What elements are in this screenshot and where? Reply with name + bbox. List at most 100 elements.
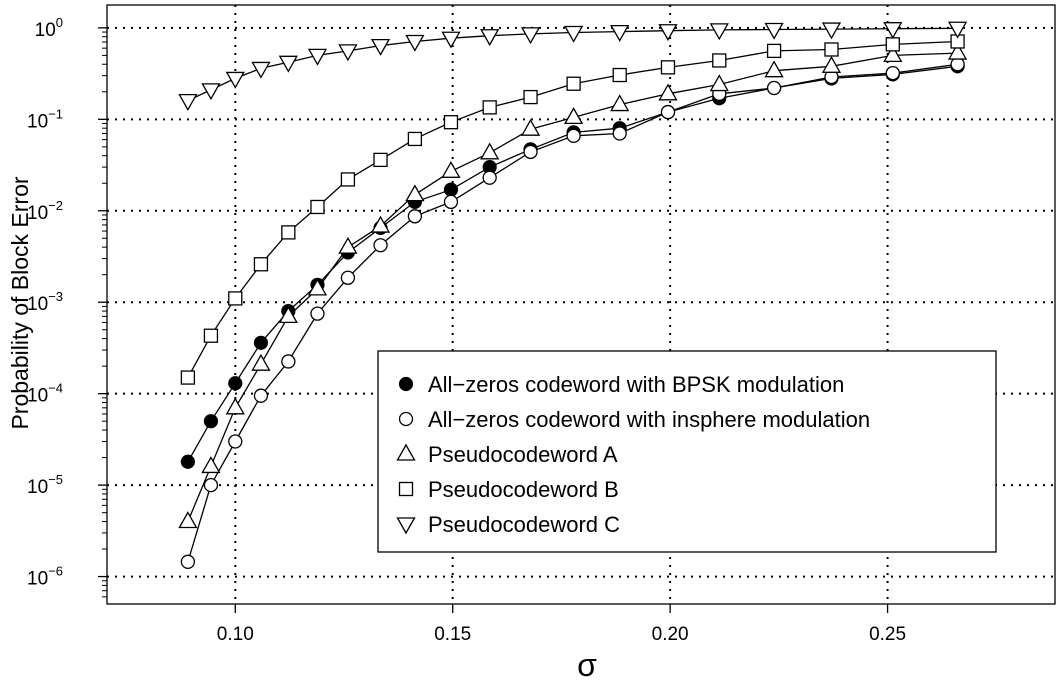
data-point [947,42,968,60]
data-point [709,74,729,92]
y-tick-label: 10−4 [27,381,63,407]
data-point [610,24,630,42]
legend-label: All−zeros codeword with BPSK modulation [428,372,844,397]
data-point [658,83,678,101]
data-point [407,209,423,224]
series-markers [178,21,968,569]
legend-label: Pseudocodeword A [428,442,618,467]
legend-marker [398,481,414,497]
y-tick-label: 10−3 [27,289,63,315]
data-point [482,100,497,115]
data-point [340,172,356,187]
data-point [278,306,298,324]
plot-frame [106,4,1056,605]
data-point [443,182,459,197]
data-point [441,160,461,178]
data-point [764,22,784,40]
y-tick-label: 10−2 [27,198,63,224]
data-point [480,142,500,160]
data-point [660,104,676,120]
x-tick-label: 0.25 [869,624,906,645]
data-point [821,55,842,73]
data-point [281,225,296,240]
data-point [480,29,500,47]
legend-marker [398,411,414,427]
data-point [885,37,900,52]
data-point [253,388,269,403]
data-point [712,53,727,68]
data-point [441,31,461,49]
legend-label: All−zeros codeword with insphere modulat… [428,407,870,432]
data-point [885,65,900,81]
data-point [520,27,541,45]
x-tick-label: 0.15 [434,624,471,645]
data-point [523,89,538,105]
data-point [764,60,784,78]
data-point [180,554,196,569]
data-point [373,238,388,253]
data-point [612,67,627,83]
data-point [310,199,325,215]
data-point [443,194,459,210]
legend-marker [396,443,416,461]
data-point [228,434,243,449]
data-point [824,42,839,57]
data-point [281,354,296,369]
data-point [563,25,584,43]
data-point [307,48,328,66]
data-point [253,335,269,350]
legend: All−zeros codeword with BPSK modulation A… [377,350,997,553]
data-point [201,456,221,474]
data-point [523,144,538,160]
data-point [180,454,195,469]
x-tick-label: 0.10 [217,624,254,645]
legend-box [377,350,997,553]
data-point [180,370,196,385]
data-point [883,22,903,39]
data-point [278,55,298,73]
y-tick-label: 100 [35,15,63,41]
data-point [947,21,968,39]
data-point [178,93,198,111]
data-point [407,131,423,147]
data-point [203,414,219,429]
x-tick-label: 0.20 [652,624,689,645]
axes: 0.10 0.15 0.20 0.25 10−6 10−5 10−4 10−3 10−2 10−1… [27,15,906,645]
data-point [610,94,630,112]
x-axis-label: σ [577,647,597,683]
legend-marker [396,517,416,535]
data-point [405,34,425,52]
data-point [709,23,729,41]
data-point [520,118,541,136]
data-point [766,80,782,96]
series-line [187,63,958,562]
data-point [225,71,245,89]
y-tick-label: 10−6 [27,564,63,590]
data-point [338,236,358,254]
data-point [766,43,782,59]
data-point [563,107,584,125]
data-point [340,270,356,285]
legend-marker [398,376,414,392]
data-point [203,477,219,493]
data-point [228,291,243,306]
data-point [178,511,198,529]
data-point [443,115,459,130]
data-point [310,306,325,321]
data-point [338,44,358,62]
y-tick-label: 10−1 [27,106,63,132]
data-point [203,328,219,343]
data-point [307,278,328,296]
data-point [228,376,243,391]
legend-label: Pseudocodeword C [428,512,620,537]
data-point [660,60,676,75]
data-point [482,170,497,185]
data-point [225,397,245,415]
data-point [612,126,627,141]
y-axis-label: Probability of Block Error [7,176,33,429]
data-point [658,24,678,42]
data-point [566,128,581,143]
data-point [201,83,221,101]
data-point [883,45,903,63]
